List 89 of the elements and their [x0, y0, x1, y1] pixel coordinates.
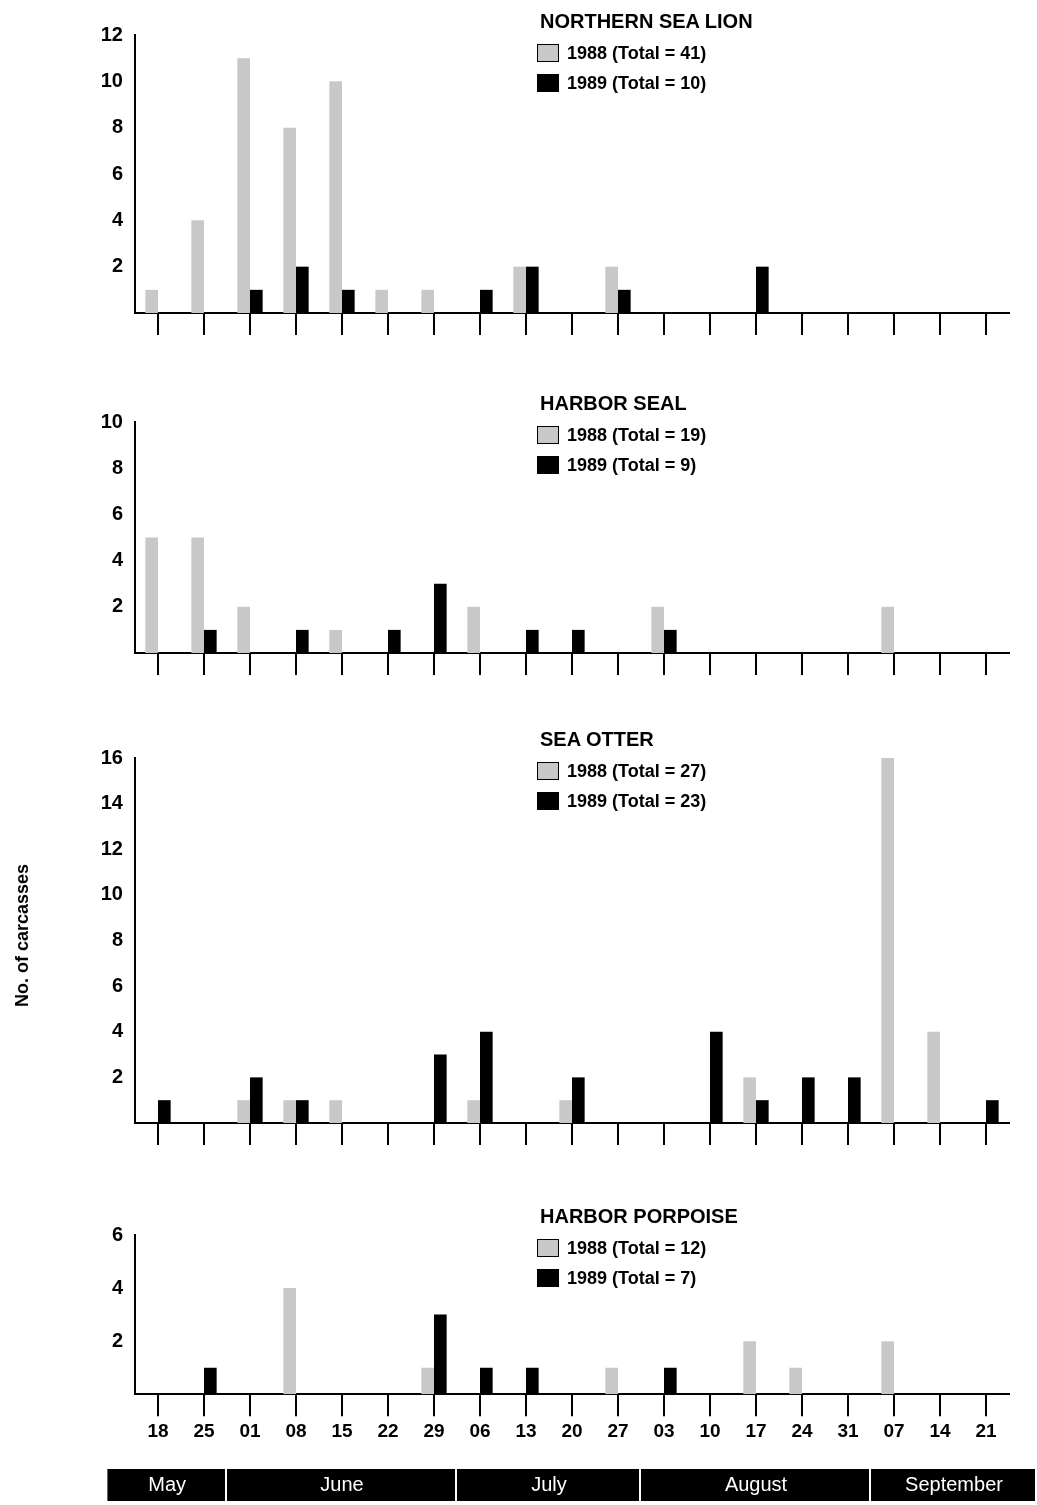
- bar: [605, 266, 618, 313]
- bar: [191, 537, 204, 653]
- x-tick-label: 18: [147, 1419, 169, 1441]
- y-tick-label: 4: [111, 1275, 124, 1298]
- bar: [927, 1031, 940, 1123]
- y-tick-label: 10: [100, 882, 123, 905]
- y-tick-label: 6: [111, 973, 123, 996]
- bar: [789, 1367, 802, 1395]
- bar: [743, 1341, 756, 1395]
- legend-label: 1988 (Total = 27): [566, 759, 707, 783]
- x-tick-label: 21: [975, 1419, 997, 1441]
- x-tick-label: 22: [377, 1419, 399, 1441]
- y-tick-label: 10: [100, 68, 123, 91]
- text: August: [724, 1472, 788, 1495]
- bar: [145, 537, 158, 653]
- bar: [237, 606, 250, 653]
- legend-label: 1989 (Total = 23): [566, 789, 707, 813]
- x-tick-label: 27: [607, 1419, 629, 1441]
- y-tick-label: 6: [111, 161, 123, 184]
- x-tick-label: 17: [745, 1419, 767, 1441]
- text: September: [905, 1472, 1004, 1495]
- x-tick-label: 25: [193, 1419, 215, 1441]
- bar: [283, 1100, 296, 1123]
- x-tick-label: 01: [239, 1419, 261, 1441]
- x-tick-label: 29: [423, 1419, 445, 1441]
- bar: [237, 58, 250, 313]
- y-tick-label: 4: [111, 548, 124, 571]
- y-tick-label: 8: [111, 115, 123, 138]
- y-tick-label: 2: [111, 1064, 123, 1087]
- legend-label: 1989 (Total = 10): [566, 71, 707, 95]
- x-tick-label: 13: [515, 1419, 537, 1441]
- bar: [421, 289, 434, 313]
- x-tick-label: 24: [791, 1419, 813, 1441]
- y-tick-label: 6: [111, 1222, 123, 1245]
- bar: [329, 81, 342, 313]
- y-tick-label: 16: [100, 745, 123, 768]
- legend-label: 1988 (Total = 12): [566, 1236, 707, 1260]
- bar: [283, 1288, 296, 1395]
- x-tick-label: 08: [285, 1419, 307, 1441]
- bar: [513, 266, 526, 313]
- text: July: [531, 1472, 567, 1495]
- bar: [605, 1367, 618, 1395]
- text: June: [320, 1472, 364, 1495]
- chart-title: HARBOR SEAL: [540, 392, 687, 415]
- bar: [145, 289, 158, 313]
- y-tick-label: 12: [100, 836, 123, 859]
- bar: [881, 1341, 894, 1395]
- y-tick-label: 10: [100, 409, 123, 432]
- bar: [881, 758, 894, 1123]
- legend-label: 1989 (Total = 9): [566, 453, 698, 477]
- bar: [881, 606, 894, 653]
- y-tick-label: 8: [111, 928, 123, 951]
- legend-label: 1989 (Total = 7): [566, 1266, 698, 1290]
- bar: [329, 1100, 342, 1123]
- y-tick-label: 14: [100, 791, 124, 814]
- legend-label: 1988 (Total = 19): [566, 423, 707, 447]
- bar: [421, 1367, 434, 1395]
- bar: [467, 1100, 480, 1123]
- chart-title: HARBOR PORPOISE: [540, 1205, 738, 1228]
- x-tick-label: 31: [837, 1419, 859, 1441]
- text: May: [148, 1472, 187, 1495]
- x-tick-label: 06: [469, 1419, 491, 1441]
- bar: [191, 220, 204, 313]
- y-tick-label: 8: [111, 455, 123, 478]
- bar: [329, 629, 342, 653]
- legend-label: 1988 (Total = 41): [566, 41, 707, 65]
- bar: [559, 1100, 572, 1123]
- bar: [743, 1077, 756, 1123]
- y-tick-label: 4: [111, 1019, 124, 1042]
- x-tick-label: 07: [883, 1419, 905, 1441]
- x-tick-label: 15: [331, 1419, 353, 1441]
- y-tick-label: 2: [111, 254, 123, 277]
- bar: [237, 1100, 250, 1123]
- y-tick-label: 12: [100, 22, 123, 45]
- y-tick-label: 4: [111, 207, 124, 230]
- bar: [651, 606, 664, 653]
- y-tick-label: 2: [111, 1328, 123, 1351]
- bar: [467, 606, 480, 653]
- x-tick-label: 10: [699, 1419, 721, 1441]
- bar: [283, 127, 296, 313]
- y-tick-label: 6: [111, 501, 123, 524]
- chart-title: SEA OTTER: [540, 728, 654, 751]
- chart-title: NORTHERN SEA LION: [540, 10, 753, 33]
- x-tick-label: 03: [653, 1419, 675, 1441]
- bar: [375, 289, 388, 313]
- y-axis-title: No. of carcasses: [11, 863, 33, 1007]
- y-tick-label: 2: [111, 594, 123, 617]
- x-tick-label: 14: [929, 1419, 951, 1441]
- x-tick-label: 20: [561, 1419, 583, 1441]
